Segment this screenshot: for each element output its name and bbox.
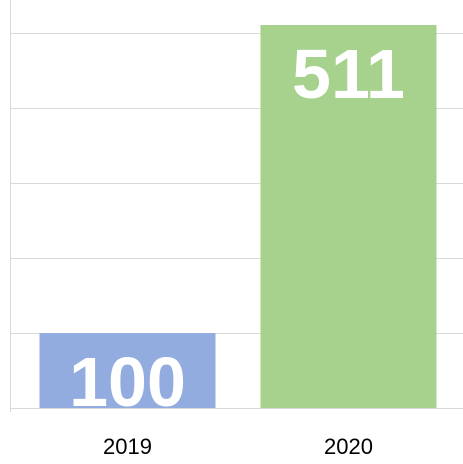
x-tick-label-2020: 2020 [324,434,373,459]
x-tick-label-2019: 2019 [103,434,152,459]
data-label-2019: 100 [69,343,186,421]
x-tick-labels: 2019 2020 [103,434,373,459]
data-label-2020: 511 [292,35,405,113]
